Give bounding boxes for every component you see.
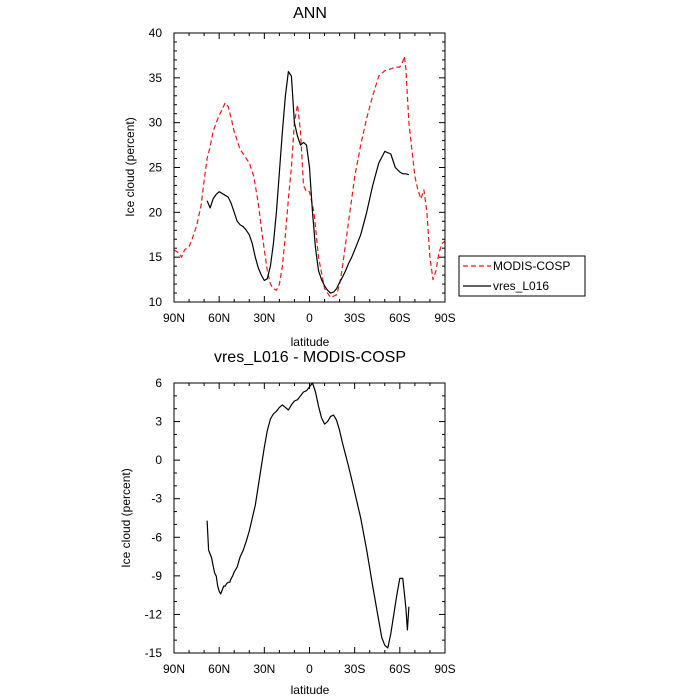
top-chart-x-axis-label: latitude	[291, 335, 330, 349]
y-tick-label: 6	[155, 376, 162, 390]
bottom-chart-title: vres_L016 - MODIS-COSP	[214, 349, 406, 366]
x-tick-label: 30S	[344, 662, 365, 676]
legend-frame	[458, 255, 586, 297]
bottom-chart-x-axis-label: latitude	[291, 683, 330, 697]
y-tick-label: -3	[151, 492, 162, 506]
series-line-vres-l016	[206, 70, 410, 294]
series-line-modis-cosp	[173, 55, 446, 299]
y-tick-label: 40	[149, 26, 163, 40]
bottom-chart-series	[206, 382, 410, 649]
y-tick-label: -12	[145, 607, 163, 621]
x-tick-label: 60N	[208, 662, 230, 676]
x-tick-label: 90S	[434, 662, 455, 676]
y-tick-label: -9	[151, 569, 162, 583]
x-tick-label: 90N	[163, 662, 185, 676]
x-tick-label: 30N	[253, 662, 275, 676]
top-chart-title: ANN	[293, 5, 327, 22]
top-chart-series	[173, 55, 446, 299]
top-chart-y-axis-label: Ice cloud (percent)	[123, 117, 137, 216]
legend-label-modis-cosp: MODIS-COSP	[493, 259, 570, 273]
bottom-chart-ticks: 90N 60N 30N 0 30S 60S 90S -15 -12 -9 -6 -3 0 3 6	[145, 376, 456, 676]
x-tick-label: 90N	[163, 311, 185, 325]
y-tick-label: -6	[151, 530, 162, 544]
x-tick-label: 60N	[208, 311, 230, 325]
series-line-difference	[206, 382, 410, 649]
y-tick-label: 10	[149, 295, 163, 309]
y-tick-label: 30	[149, 116, 163, 130]
legend-label-vres-l016: vres_L016	[493, 279, 549, 293]
y-tick-label: -15	[145, 646, 163, 660]
y-tick-label: 20	[149, 205, 163, 219]
x-tick-label: 30S	[344, 311, 365, 325]
x-tick-label: 60S	[389, 311, 410, 325]
y-tick-label: 15	[149, 250, 163, 264]
top-chart-panel: ANN 90N 60N 30N 0 30S 60S 90S 10 15 20 25 30 35 40 la…	[123, 5, 586, 349]
y-tick-label: 25	[149, 161, 163, 175]
y-tick-label: 3	[155, 415, 162, 429]
x-tick-label: 90S	[434, 311, 455, 325]
y-tick-label: 0	[155, 453, 162, 467]
y-tick-label: 35	[149, 71, 163, 85]
top-chart-legend: MODIS-COSP vres_L016	[458, 255, 586, 297]
x-tick-label: 0	[306, 311, 313, 325]
x-tick-label: 30N	[253, 311, 275, 325]
bottom-chart-frame	[173, 382, 446, 654]
bottom-chart-panel: vres_L016 - MODIS-COSP 90N 60N 30N 0 30S 60S 9…	[119, 349, 456, 697]
bottom-chart-y-axis-label: Ice cloud (percent)	[119, 468, 133, 567]
top-chart-ticks: 90N 60N 30N 0 30S 60S 90S 10 15 20 25 30 35 40	[149, 26, 456, 325]
x-tick-label: 60S	[389, 662, 410, 676]
x-tick-label: 0	[306, 662, 313, 676]
